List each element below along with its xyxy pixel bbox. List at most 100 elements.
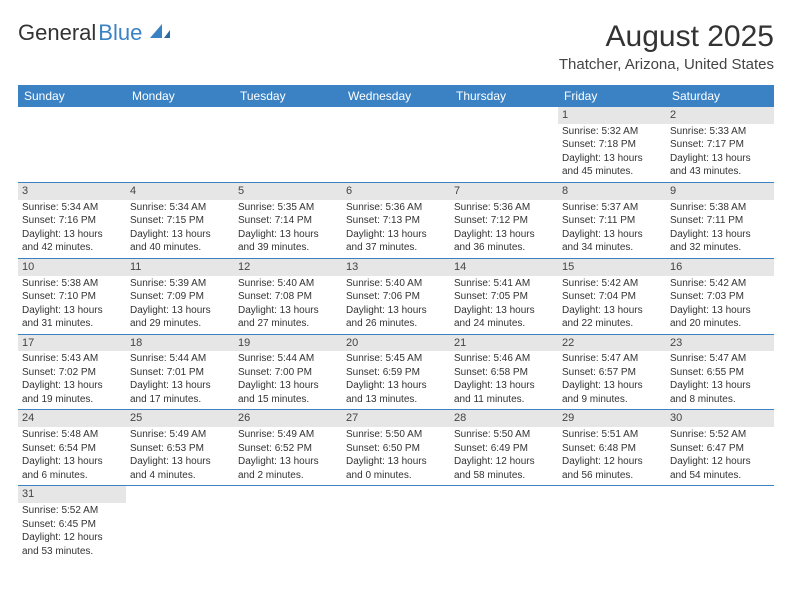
- sunrise-line: Sunrise: 5:47 AM: [562, 352, 662, 366]
- day-number: 29: [558, 410, 666, 427]
- sunset-line: Sunset: 7:03 PM: [670, 290, 770, 304]
- daylight-line: Daylight: 13 hours and 40 minutes.: [130, 228, 230, 255]
- daylight-line: Daylight: 13 hours and 4 minutes.: [130, 455, 230, 482]
- day-cell: 26Sunrise: 5:49 AMSunset: 6:52 PMDayligh…: [234, 410, 342, 486]
- sunrise-line: Sunrise: 5:36 AM: [346, 201, 446, 215]
- sunrise-line: Sunrise: 5:40 AM: [346, 277, 446, 291]
- daylight-line: Daylight: 13 hours and 15 minutes.: [238, 379, 338, 406]
- day-cell: 29Sunrise: 5:51 AMSunset: 6:48 PMDayligh…: [558, 410, 666, 486]
- day-details: Sunrise: 5:35 AMSunset: 7:14 PMDaylight:…: [234, 200, 342, 258]
- day-number: 10: [18, 259, 126, 276]
- sunset-line: Sunset: 7:00 PM: [238, 366, 338, 380]
- day-details: Sunrise: 5:38 AMSunset: 7:10 PMDaylight:…: [18, 276, 126, 334]
- day-cell: 7Sunrise: 5:36 AMSunset: 7:12 PMDaylight…: [450, 182, 558, 258]
- day-number: 1: [558, 107, 666, 124]
- day-number: 13: [342, 259, 450, 276]
- day-cell: 9Sunrise: 5:38 AMSunset: 7:11 PMDaylight…: [666, 182, 774, 258]
- sunrise-line: Sunrise: 5:34 AM: [130, 201, 230, 215]
- day-details: Sunrise: 5:43 AMSunset: 7:02 PMDaylight:…: [18, 351, 126, 409]
- week-row: 3Sunrise: 5:34 AMSunset: 7:16 PMDaylight…: [18, 182, 774, 258]
- day-details: Sunrise: 5:42 AMSunset: 7:03 PMDaylight:…: [666, 276, 774, 334]
- sunrise-line: Sunrise: 5:48 AM: [22, 428, 122, 442]
- sunrise-line: Sunrise: 5:39 AM: [130, 277, 230, 291]
- day-details: Sunrise: 5:42 AMSunset: 7:04 PMDaylight:…: [558, 276, 666, 334]
- day-header: Wednesday: [342, 85, 450, 107]
- sunrise-line: Sunrise: 5:32 AM: [562, 125, 662, 139]
- empty-cell: [234, 107, 342, 182]
- day-header: Monday: [126, 85, 234, 107]
- day-number: 30: [666, 410, 774, 427]
- sunset-line: Sunset: 7:17 PM: [670, 138, 770, 152]
- day-number: 14: [450, 259, 558, 276]
- sunset-line: Sunset: 7:14 PM: [238, 214, 338, 228]
- day-details: Sunrise: 5:44 AMSunset: 7:01 PMDaylight:…: [126, 351, 234, 409]
- day-cell: 16Sunrise: 5:42 AMSunset: 7:03 PMDayligh…: [666, 258, 774, 334]
- day-number: 21: [450, 335, 558, 352]
- day-number: 17: [18, 335, 126, 352]
- day-details: Sunrise: 5:41 AMSunset: 7:05 PMDaylight:…: [450, 276, 558, 334]
- daylight-line: Daylight: 13 hours and 13 minutes.: [346, 379, 446, 406]
- daylight-line: Daylight: 13 hours and 43 minutes.: [670, 152, 770, 179]
- day-number: 15: [558, 259, 666, 276]
- day-details: Sunrise: 5:49 AMSunset: 6:52 PMDaylight:…: [234, 427, 342, 485]
- sunset-line: Sunset: 7:08 PM: [238, 290, 338, 304]
- day-cell: 21Sunrise: 5:46 AMSunset: 6:58 PMDayligh…: [450, 334, 558, 410]
- sunset-line: Sunset: 6:59 PM: [346, 366, 446, 380]
- sunrise-line: Sunrise: 5:42 AM: [562, 277, 662, 291]
- daylight-line: Daylight: 13 hours and 22 minutes.: [562, 304, 662, 331]
- page-header: GeneralBlue August 2025 Thatcher, Arizon…: [18, 20, 774, 73]
- sunset-line: Sunset: 6:47 PM: [670, 442, 770, 456]
- daylight-line: Daylight: 13 hours and 29 minutes.: [130, 304, 230, 331]
- sunset-line: Sunset: 7:18 PM: [562, 138, 662, 152]
- day-header-row: SundayMondayTuesdayWednesdayThursdayFrid…: [18, 85, 774, 107]
- sunrise-line: Sunrise: 5:38 AM: [22, 277, 122, 291]
- day-cell: 20Sunrise: 5:45 AMSunset: 6:59 PMDayligh…: [342, 334, 450, 410]
- day-number: 24: [18, 410, 126, 427]
- day-details: Sunrise: 5:40 AMSunset: 7:08 PMDaylight:…: [234, 276, 342, 334]
- day-details: Sunrise: 5:45 AMSunset: 6:59 PMDaylight:…: [342, 351, 450, 409]
- sunrise-line: Sunrise: 5:41 AM: [454, 277, 554, 291]
- logo-text-2: Blue: [98, 20, 142, 46]
- title-block: August 2025 Thatcher, Arizona, United St…: [559, 20, 774, 73]
- logo-sail-icon: [148, 22, 172, 40]
- logo-text-1: General: [18, 20, 96, 46]
- day-details: Sunrise: 5:51 AMSunset: 6:48 PMDaylight:…: [558, 427, 666, 485]
- day-details: Sunrise: 5:52 AMSunset: 6:47 PMDaylight:…: [666, 427, 774, 485]
- empty-cell: [450, 486, 558, 561]
- sunrise-line: Sunrise: 5:44 AM: [238, 352, 338, 366]
- sunset-line: Sunset: 7:16 PM: [22, 214, 122, 228]
- daylight-line: Daylight: 13 hours and 6 minutes.: [22, 455, 122, 482]
- daylight-line: Daylight: 13 hours and 31 minutes.: [22, 304, 122, 331]
- day-details: Sunrise: 5:48 AMSunset: 6:54 PMDaylight:…: [18, 427, 126, 485]
- day-cell: 17Sunrise: 5:43 AMSunset: 7:02 PMDayligh…: [18, 334, 126, 410]
- day-cell: 30Sunrise: 5:52 AMSunset: 6:47 PMDayligh…: [666, 410, 774, 486]
- week-row: 31Sunrise: 5:52 AMSunset: 6:45 PMDayligh…: [18, 486, 774, 561]
- day-number: 9: [666, 183, 774, 200]
- day-details: Sunrise: 5:32 AMSunset: 7:18 PMDaylight:…: [558, 124, 666, 182]
- sunset-line: Sunset: 7:15 PM: [130, 214, 230, 228]
- sunrise-line: Sunrise: 5:44 AM: [130, 352, 230, 366]
- sunrise-line: Sunrise: 5:52 AM: [22, 504, 122, 518]
- sunset-line: Sunset: 7:06 PM: [346, 290, 446, 304]
- sunset-line: Sunset: 7:01 PM: [130, 366, 230, 380]
- daylight-line: Daylight: 12 hours and 58 minutes.: [454, 455, 554, 482]
- empty-cell: [342, 107, 450, 182]
- day-cell: 15Sunrise: 5:42 AMSunset: 7:04 PMDayligh…: [558, 258, 666, 334]
- day-header: Thursday: [450, 85, 558, 107]
- sunrise-line: Sunrise: 5:43 AM: [22, 352, 122, 366]
- calendar-table: SundayMondayTuesdayWednesdayThursdayFrid…: [18, 85, 774, 561]
- day-details: Sunrise: 5:44 AMSunset: 7:00 PMDaylight:…: [234, 351, 342, 409]
- day-details: Sunrise: 5:47 AMSunset: 6:55 PMDaylight:…: [666, 351, 774, 409]
- day-cell: 13Sunrise: 5:40 AMSunset: 7:06 PMDayligh…: [342, 258, 450, 334]
- day-details: Sunrise: 5:33 AMSunset: 7:17 PMDaylight:…: [666, 124, 774, 182]
- sunset-line: Sunset: 7:05 PM: [454, 290, 554, 304]
- day-cell: 3Sunrise: 5:34 AMSunset: 7:16 PMDaylight…: [18, 182, 126, 258]
- day-number: 8: [558, 183, 666, 200]
- day-header: Friday: [558, 85, 666, 107]
- sunrise-line: Sunrise: 5:47 AM: [670, 352, 770, 366]
- day-details: Sunrise: 5:50 AMSunset: 6:50 PMDaylight:…: [342, 427, 450, 485]
- daylight-line: Daylight: 13 hours and 0 minutes.: [346, 455, 446, 482]
- sunset-line: Sunset: 7:13 PM: [346, 214, 446, 228]
- sunrise-line: Sunrise: 5:51 AM: [562, 428, 662, 442]
- day-number: 5: [234, 183, 342, 200]
